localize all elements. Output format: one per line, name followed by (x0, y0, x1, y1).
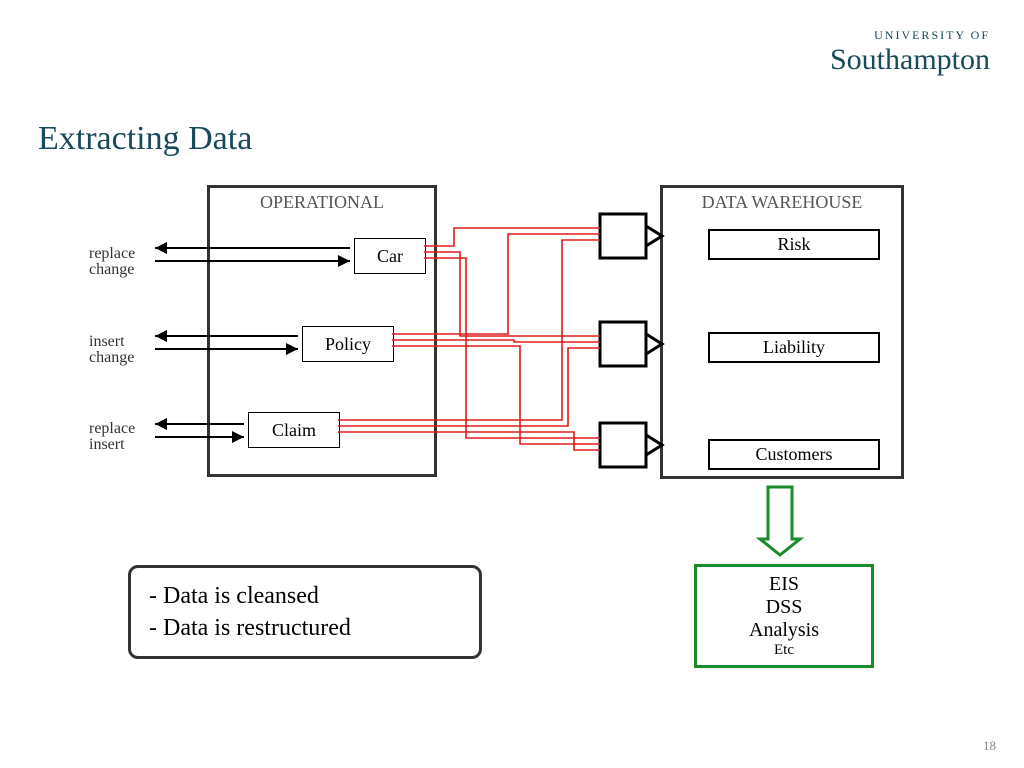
connectors-layer (0, 0, 1024, 768)
